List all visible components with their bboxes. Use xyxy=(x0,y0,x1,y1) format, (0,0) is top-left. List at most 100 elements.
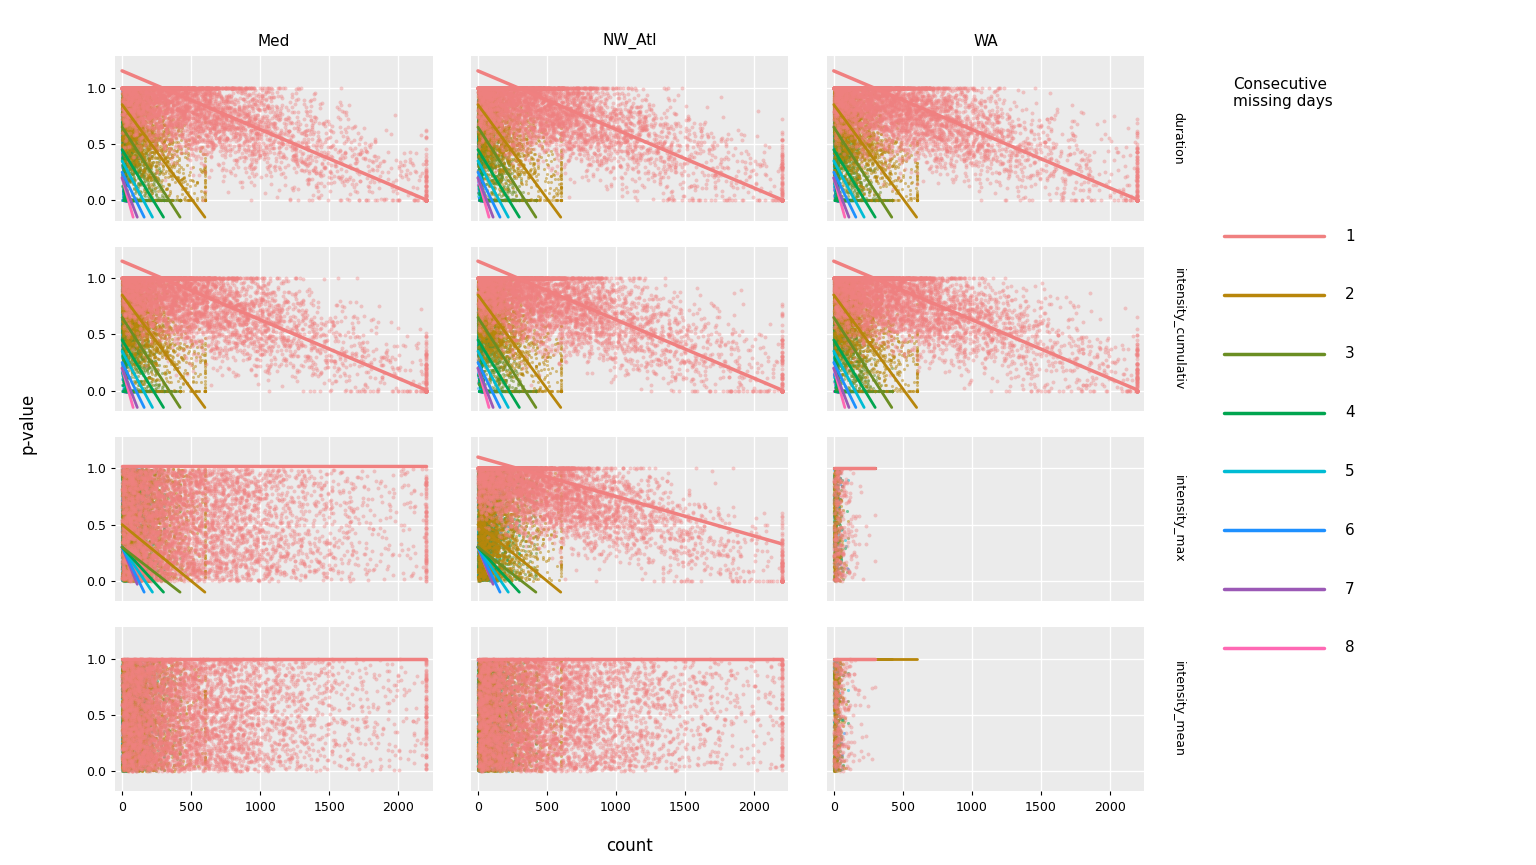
Point xyxy=(111,667,135,681)
Point xyxy=(665,685,690,699)
Point xyxy=(535,80,559,94)
Point xyxy=(905,314,929,328)
Point xyxy=(468,463,493,477)
Point xyxy=(166,493,190,507)
Point xyxy=(891,118,915,131)
Point xyxy=(513,727,538,740)
Point xyxy=(865,98,889,112)
Point xyxy=(825,336,849,349)
Point xyxy=(487,461,511,475)
Point xyxy=(957,336,982,350)
Point xyxy=(854,293,879,307)
Point xyxy=(111,709,135,723)
Point xyxy=(467,126,492,140)
Point xyxy=(112,753,137,767)
Point xyxy=(482,713,507,727)
Point xyxy=(117,752,141,766)
Point xyxy=(831,339,856,353)
Point xyxy=(579,102,604,116)
Point xyxy=(822,538,846,552)
Point xyxy=(465,748,490,762)
Point xyxy=(121,679,146,693)
Point xyxy=(138,511,163,525)
Point xyxy=(120,696,144,710)
Point xyxy=(132,515,157,529)
Point xyxy=(839,163,863,176)
Point xyxy=(868,86,892,100)
Point xyxy=(539,135,564,149)
Point xyxy=(121,325,146,339)
Point xyxy=(475,124,499,138)
Point xyxy=(252,471,276,485)
Point xyxy=(131,194,155,208)
Point xyxy=(164,758,189,772)
Point xyxy=(118,489,143,503)
Point xyxy=(650,574,674,588)
Point xyxy=(831,271,856,285)
Point xyxy=(1094,345,1118,359)
Point xyxy=(826,194,851,208)
Point xyxy=(551,465,576,479)
Point xyxy=(852,128,877,142)
Point xyxy=(541,489,565,503)
Point xyxy=(121,271,146,285)
Point xyxy=(266,317,290,330)
Point xyxy=(542,116,567,130)
Point xyxy=(482,194,507,208)
Point xyxy=(914,136,938,150)
Point xyxy=(124,194,149,208)
Point xyxy=(120,654,144,668)
Point xyxy=(493,485,518,499)
Point xyxy=(470,308,495,322)
Point xyxy=(479,569,504,583)
Point xyxy=(172,181,197,195)
Point xyxy=(115,271,140,285)
Point xyxy=(570,485,594,499)
Point xyxy=(862,162,886,176)
Point xyxy=(840,275,865,289)
Point xyxy=(132,562,157,576)
Point xyxy=(513,494,538,508)
Point xyxy=(154,347,178,361)
Point xyxy=(822,306,846,320)
Point xyxy=(825,724,849,738)
Point xyxy=(475,740,499,754)
Point xyxy=(488,80,513,94)
Point xyxy=(470,557,495,571)
Point xyxy=(167,113,192,127)
Point xyxy=(554,289,579,303)
Point xyxy=(135,690,160,704)
Point xyxy=(144,299,169,313)
Point xyxy=(465,675,490,689)
Point xyxy=(485,670,510,684)
Point xyxy=(485,711,510,725)
Point xyxy=(826,731,851,745)
Point xyxy=(829,194,854,208)
Point xyxy=(498,477,522,490)
Point xyxy=(137,85,161,99)
Point xyxy=(164,475,189,489)
Point xyxy=(472,467,496,481)
Point xyxy=(504,271,528,285)
Point xyxy=(488,194,513,208)
Point xyxy=(138,738,163,752)
Point xyxy=(472,760,496,774)
Point xyxy=(833,93,857,106)
Point xyxy=(518,685,542,699)
Point xyxy=(484,716,508,730)
Point xyxy=(931,273,955,287)
Point xyxy=(538,477,562,491)
Point xyxy=(117,697,141,711)
Point xyxy=(123,101,147,115)
Point xyxy=(138,662,163,676)
Point xyxy=(518,112,542,125)
Point xyxy=(134,274,158,288)
Point xyxy=(123,278,147,292)
Point xyxy=(496,682,521,695)
Point xyxy=(121,462,146,476)
Point xyxy=(158,566,183,580)
Point xyxy=(120,724,144,738)
Point xyxy=(117,753,141,766)
Point xyxy=(475,740,499,754)
Point xyxy=(662,516,687,530)
